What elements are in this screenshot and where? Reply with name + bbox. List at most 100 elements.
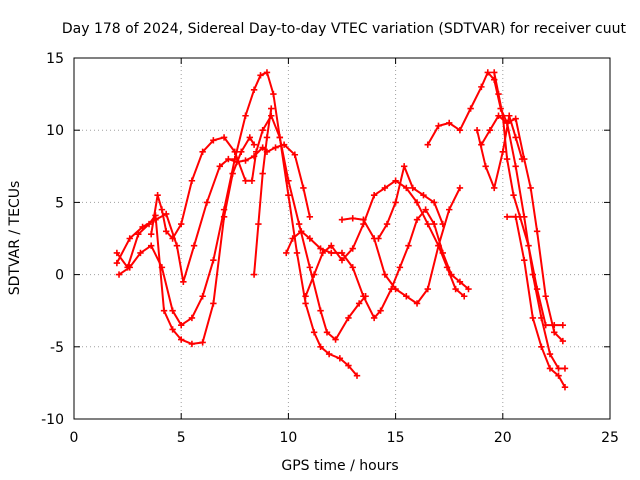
series-line	[118, 71, 358, 377]
data-point	[178, 220, 185, 228]
data-point	[190, 242, 198, 249]
data-point	[169, 235, 176, 242]
data-point	[392, 177, 399, 184]
data-point	[203, 199, 211, 206]
y-tick-label: 5	[55, 195, 64, 211]
data-point	[216, 163, 223, 170]
data-point	[220, 206, 228, 213]
data-point	[317, 307, 324, 314]
data-point	[338, 216, 346, 223]
data-point	[446, 119, 453, 127]
data-point	[538, 343, 545, 350]
data-point	[306, 264, 314, 271]
data-point	[527, 184, 534, 192]
data-point	[403, 184, 410, 192]
data-point	[360, 216, 367, 223]
data-point	[360, 293, 367, 300]
data-point	[210, 137, 217, 144]
data-point	[503, 155, 511, 163]
data-point	[506, 112, 513, 119]
data-point	[270, 90, 277, 98]
data-point	[310, 271, 318, 278]
data-point	[276, 134, 284, 141]
data-point	[446, 206, 453, 213]
data-point	[210, 256, 217, 264]
data-point	[268, 105, 275, 112]
series-arc-12	[473, 112, 526, 192]
data-point	[154, 191, 161, 199]
series-arc-2	[113, 134, 258, 348]
y-axis-title: SDTVAR / TECUs	[7, 181, 23, 296]
data-point	[465, 285, 472, 293]
data-point	[302, 300, 309, 307]
data-point	[461, 293, 468, 300]
data-point	[283, 249, 290, 257]
data-point	[259, 170, 266, 177]
data-point	[542, 321, 549, 329]
data-point	[555, 365, 562, 372]
data-point	[188, 340, 196, 348]
data-point	[126, 264, 133, 271]
data-point	[231, 148, 238, 156]
data-point	[255, 220, 262, 228]
data-point	[439, 220, 446, 228]
data-point	[551, 329, 558, 336]
series-line	[476, 114, 524, 189]
data-point	[253, 148, 260, 156]
data-point	[495, 90, 502, 98]
data-point	[482, 163, 489, 170]
data-point	[375, 235, 382, 242]
data-point	[263, 134, 271, 141]
data-point	[413, 300, 421, 307]
data-point	[443, 264, 451, 271]
data-point	[328, 249, 335, 257]
data-point	[250, 86, 258, 93]
data-point	[456, 127, 464, 134]
chart-title: Day 178 of 2024, Sidereal Day-to-day VTE…	[62, 21, 627, 37]
data-point	[370, 191, 378, 199]
data-point	[188, 177, 196, 184]
data-point	[199, 148, 206, 156]
data-point	[285, 191, 292, 199]
data-point	[381, 271, 389, 278]
data-point	[115, 271, 123, 278]
x-tick-label: 25	[601, 430, 619, 446]
data-point	[413, 216, 421, 223]
data-point	[238, 148, 245, 156]
data-point	[345, 362, 352, 369]
data-point	[499, 112, 506, 119]
data-series	[113, 69, 569, 391]
data-point	[491, 184, 498, 192]
data-point	[169, 307, 176, 314]
data-point	[332, 336, 339, 343]
series-arc-14	[503, 213, 569, 391]
data-point	[199, 293, 206, 300]
data-point	[486, 127, 494, 134]
series-arc-6	[283, 206, 472, 322]
data-point	[147, 242, 155, 249]
data-point	[456, 278, 464, 286]
data-point	[381, 184, 389, 192]
series-arc-8	[338, 184, 464, 307]
data-point	[158, 206, 166, 213]
data-point	[199, 339, 206, 346]
series-line	[377, 165, 444, 240]
y-tick-label: 0	[55, 268, 64, 284]
data-point	[396, 264, 404, 271]
data-point	[180, 278, 187, 286]
data-point	[546, 350, 554, 358]
data-point	[242, 112, 249, 119]
data-point	[248, 177, 256, 184]
data-point	[272, 144, 279, 151]
data-point	[137, 249, 144, 257]
data-point	[349, 264, 356, 271]
data-point	[409, 184, 416, 192]
y-tick-label: 15	[46, 51, 64, 67]
data-point	[250, 141, 258, 148]
series-arc-3	[115, 69, 361, 379]
x-tick-label: 10	[279, 430, 297, 446]
axis-ticks: 0 5 10 15 20 25 -10 -5 0 5 10 15	[41, 51, 619, 446]
data-point	[503, 213, 511, 221]
x-tick-label: 15	[387, 430, 405, 446]
